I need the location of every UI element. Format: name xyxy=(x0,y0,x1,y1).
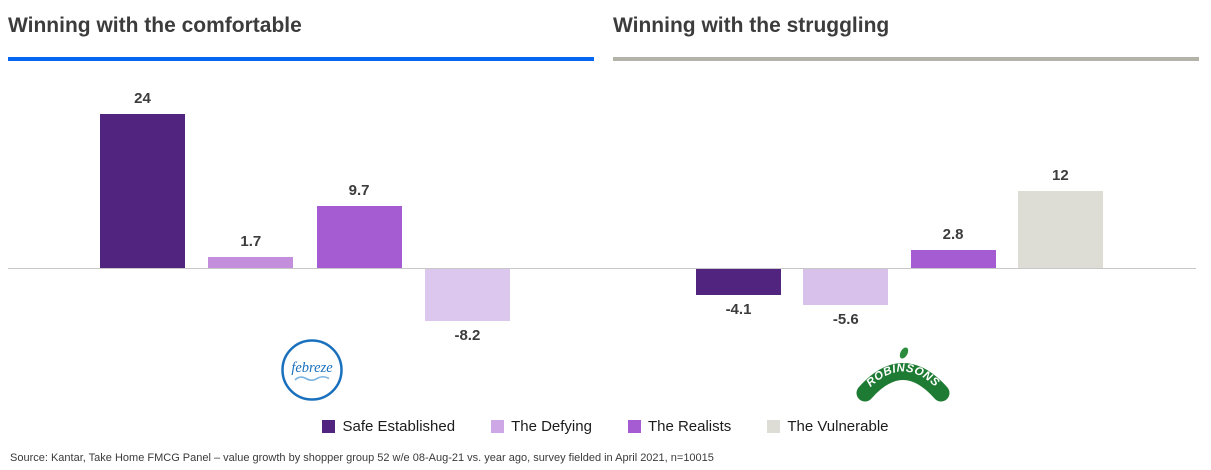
bar-value-label: -8.2 xyxy=(454,327,481,345)
legend: Safe Established The Defying The Realists T… xyxy=(0,418,1211,435)
chart-panel-comfortable: Winning with the comfortable febreze 24 1… xyxy=(8,12,594,401)
plot-struggling: ROBINSONS -4.1 -5.6 2.8 12 xyxy=(613,61,1199,402)
robinsons-logo: ROBINSONS xyxy=(855,346,951,402)
bar-value-label: -4.1 xyxy=(725,301,752,319)
source-note: Source: Kantar, Take Home FMCG Panel – v… xyxy=(10,452,714,464)
robinsons-logo-graphic: ROBINSONS xyxy=(856,347,950,402)
legend-label: The Vulnerable xyxy=(787,418,889,435)
title-rule-struggling xyxy=(613,57,1199,61)
legend-label: The Defying xyxy=(511,418,592,435)
febreze-logo-text: febreze xyxy=(291,360,333,376)
bar-the-realists xyxy=(316,205,402,268)
chart-panel-struggling: Winning with the struggling ROBINSONS -4… xyxy=(613,12,1199,402)
legend-swatch xyxy=(322,420,336,433)
bar-value-label: 24 xyxy=(134,90,151,108)
plot-comfortable: febreze 24 1.7 9.7 -8.2 xyxy=(8,61,594,401)
legend-item-the-defying: The Defying xyxy=(491,418,592,435)
bar-value-label: 2.8 xyxy=(942,226,964,244)
bar-the-vulnerable xyxy=(1017,191,1103,268)
legend-label: Safe Established xyxy=(342,418,456,435)
bar-the-realists xyxy=(910,250,996,268)
chart-title-comfortable: Winning with the comfortable xyxy=(8,14,302,37)
bar-safe-established xyxy=(100,114,185,268)
bar-the-vulnerable xyxy=(424,269,510,322)
leaf-icon xyxy=(899,347,909,359)
bar-the-defying xyxy=(803,269,889,305)
legend-item-safe-established: Safe Established xyxy=(322,418,455,435)
legend-swatch xyxy=(767,420,781,433)
legend-item-the-vulnerable: The Vulnerable xyxy=(767,418,889,435)
bar-safe-established xyxy=(696,269,781,296)
bar-value-label: 9.7 xyxy=(348,181,370,199)
bar-value-label: 1.7 xyxy=(240,233,262,251)
legend-swatch xyxy=(491,420,505,433)
febreze-logo: febreze xyxy=(280,338,344,402)
legend-label: The Realists xyxy=(647,418,732,435)
zero-axis-line xyxy=(8,268,1196,269)
bar-the-defying xyxy=(208,257,294,268)
legend-swatch xyxy=(627,420,641,433)
chart-title-struggling: Winning with the struggling xyxy=(613,14,890,37)
bar-value-label: 12 xyxy=(1052,167,1069,185)
title-rule-comfortable xyxy=(8,57,594,61)
bar-value-label: -5.6 xyxy=(832,310,859,328)
legend-item-the-realists: The Realists xyxy=(627,418,732,435)
febreze-logo-graphic: febreze xyxy=(281,339,343,401)
